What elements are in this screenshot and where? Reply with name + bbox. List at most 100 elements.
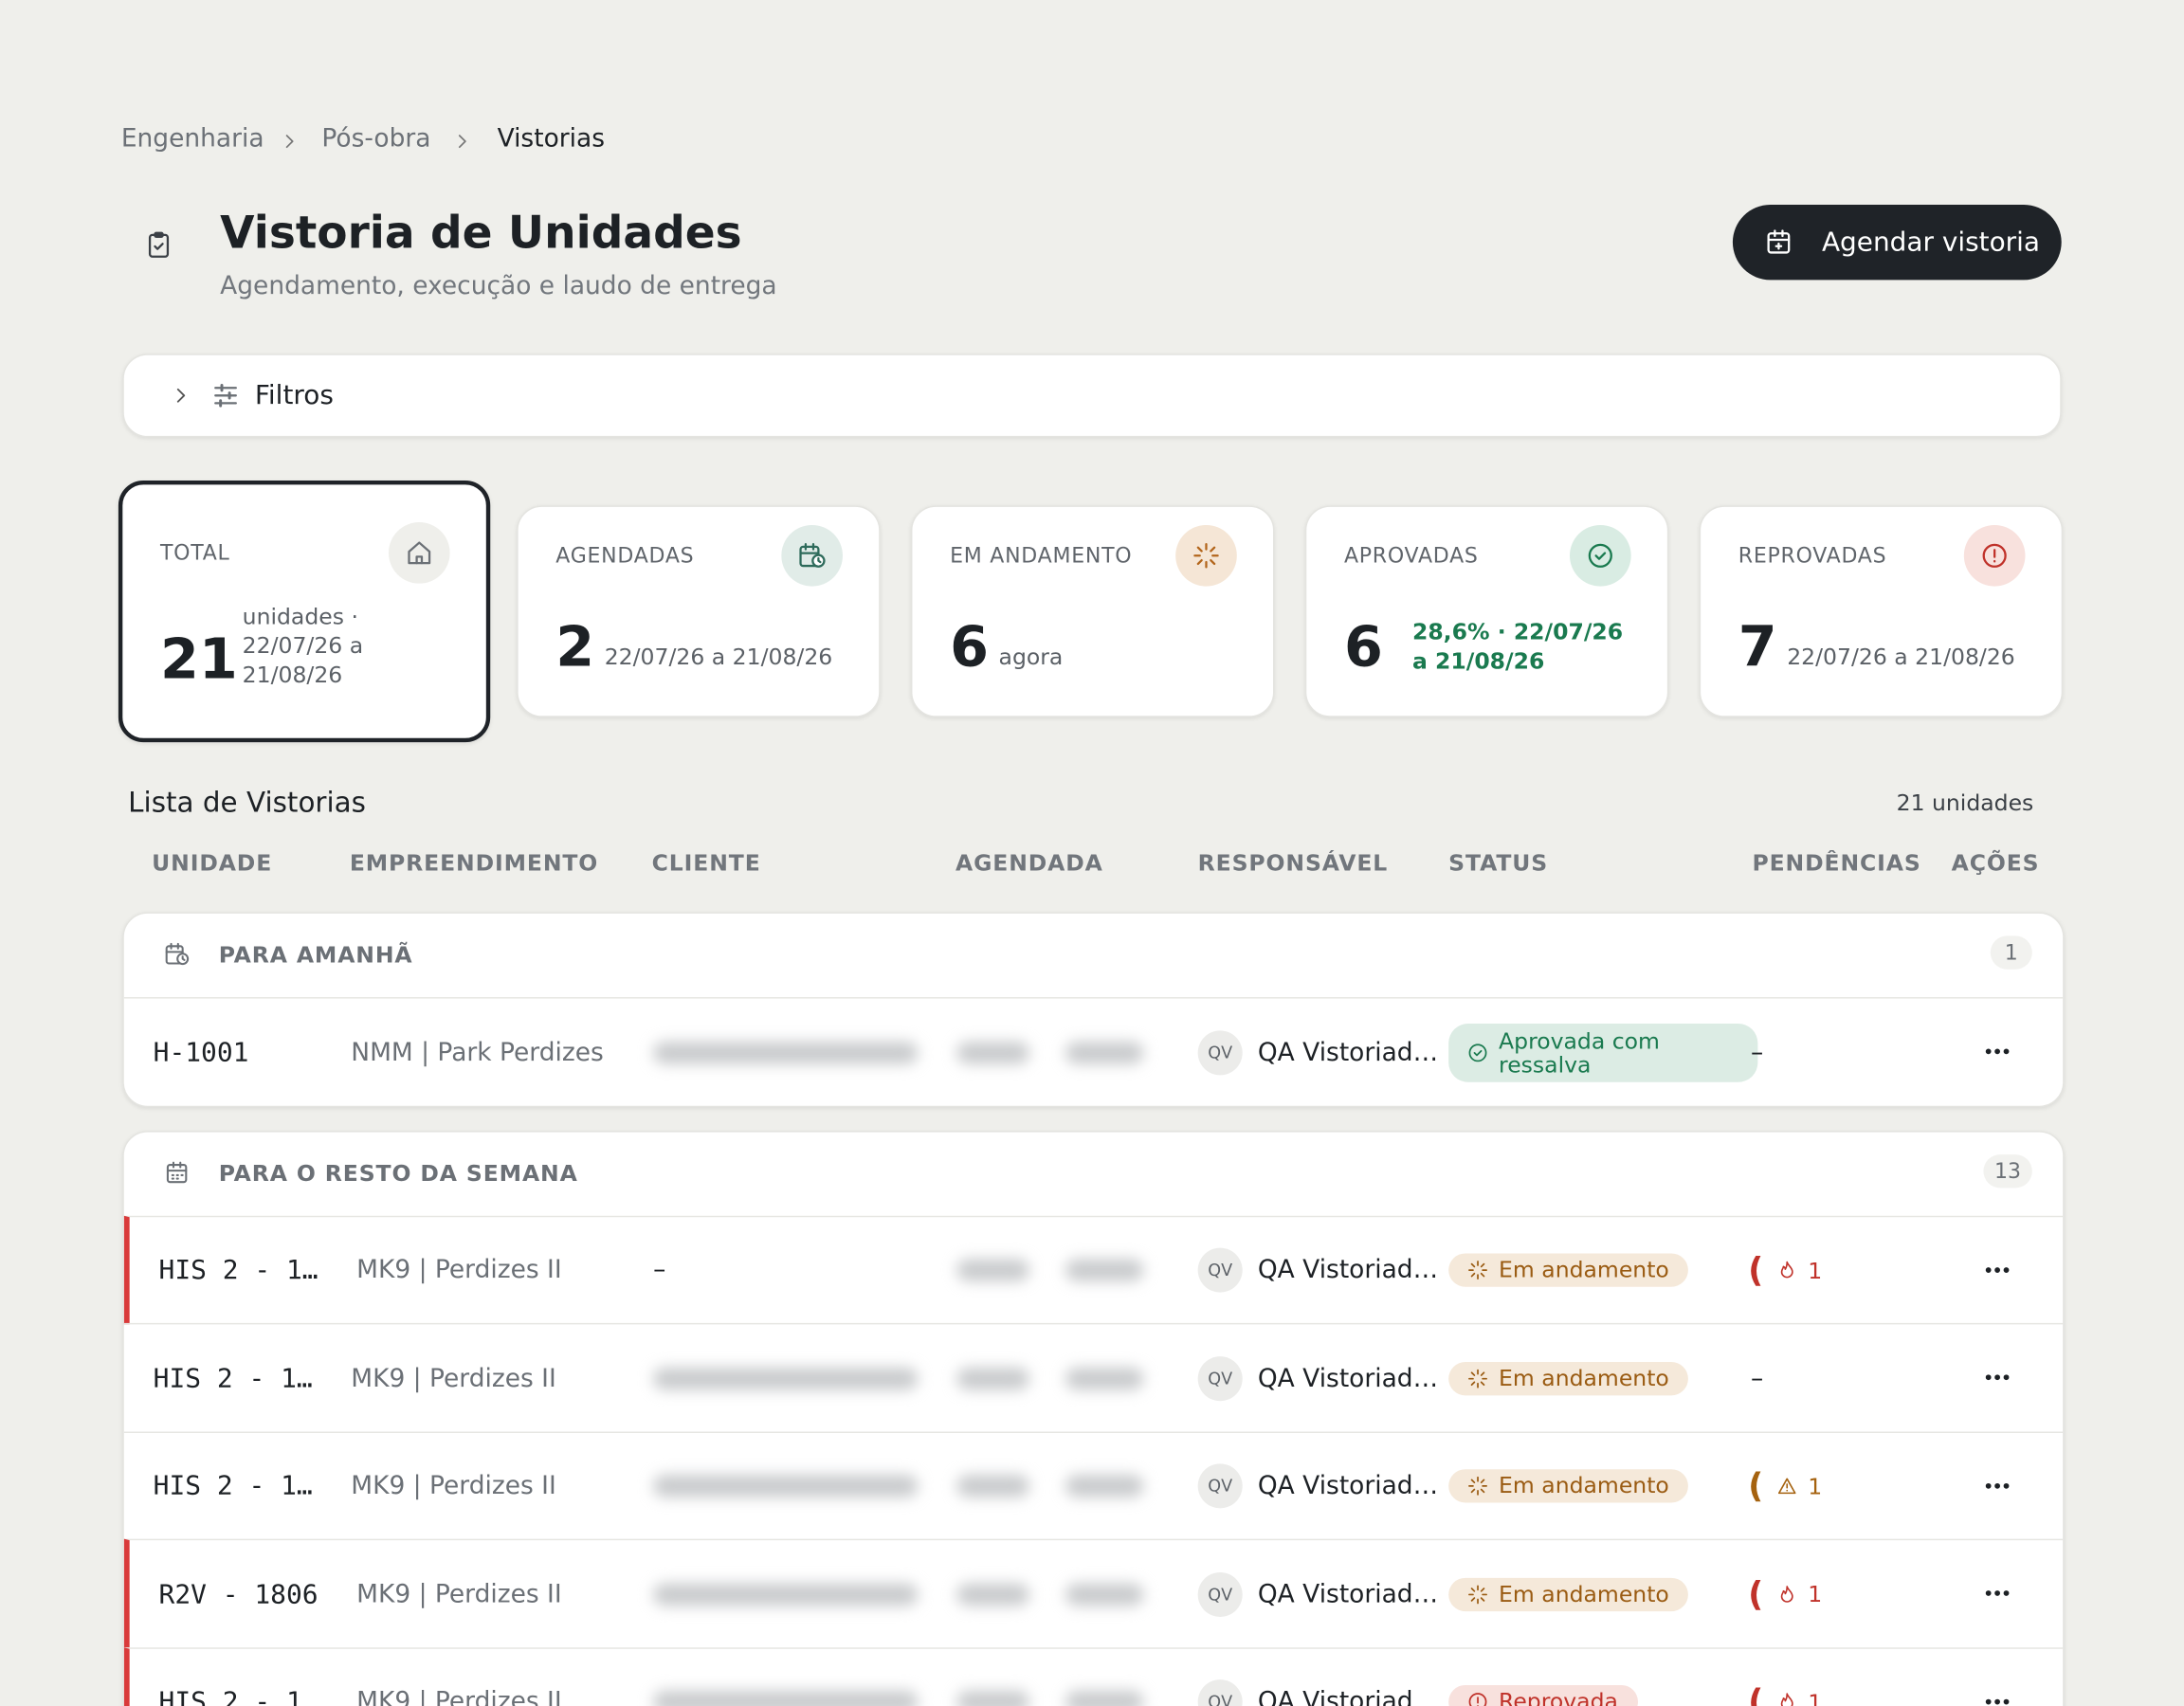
column-header: EMPREENDIMENTO <box>349 849 599 877</box>
stat-value: 6 <box>1343 615 1383 681</box>
time-blur <box>1065 1475 1144 1497</box>
stat-note: 22/07/26 a 21/08/26 <box>604 643 833 670</box>
avatar: QV <box>1197 1247 1243 1293</box>
breadcrumb-separator-svg <box>285 135 294 149</box>
unit-cell: HIS 2 - 1… <box>153 1362 313 1394</box>
row-actions-svg <box>1985 1590 2010 1596</box>
status-icon-svg <box>1468 1369 1487 1388</box>
pending-icon-svg <box>1780 1261 1793 1279</box>
stat-card[interactable]: TOTAL 21 unidades · 22/07/26 a 21/08/26 <box>118 480 491 743</box>
stat-value: 21 <box>159 627 238 693</box>
time-blur <box>1065 1582 1144 1606</box>
date-blur <box>956 1582 1029 1606</box>
pending-count: 1 <box>1808 1472 1823 1499</box>
status-pill: Em andamento <box>1448 1469 1689 1503</box>
status-icon <box>1466 1583 1489 1606</box>
row-actions[interactable] <box>1982 1578 2012 1614</box>
status-icon-svg <box>1468 1693 1487 1706</box>
group-icon-svg <box>166 1160 188 1183</box>
status-icon <box>1466 1690 1489 1706</box>
stat-label: APROVADAS <box>1343 543 1479 569</box>
stat-label: TOTAL <box>159 540 230 566</box>
status-pill: Em andamento <box>1448 1253 1689 1287</box>
row-actions-svg <box>1985 1266 2010 1273</box>
breadcrumb-separator <box>279 130 301 157</box>
responsible-cell: QA Vistoriad… <box>1257 1037 1439 1067</box>
client-blur <box>653 1367 919 1389</box>
stat-icon-svg <box>1979 540 2010 571</box>
row-actions-svg <box>1985 1482 2010 1488</box>
table-row[interactable]: H-1001 NMM | Park Perdizes QV QA Vistoriad…… <box>123 997 2064 1105</box>
breadcrumb-separator-svg <box>458 135 466 149</box>
stat-card[interactable]: EM ANDAMENTO 6 agora <box>910 505 1275 717</box>
stat-icon <box>1570 524 1631 587</box>
pending-icon <box>1776 1691 1798 1706</box>
page-subtitle: Agendamento, execução e laudo de entrega <box>220 271 777 301</box>
breadcrumb-item[interactable]: Engenharia <box>120 123 264 154</box>
time-blur <box>1065 1367 1144 1389</box>
unit-cell: HIS 2 - 1 <box>158 1686 302 1706</box>
stat-icon <box>781 524 843 587</box>
schedule-icon-svg <box>1767 229 1791 254</box>
stat-value: 6 <box>950 615 990 681</box>
unit-cell: H-1001 <box>153 1036 249 1068</box>
group-icon-svg <box>165 942 190 966</box>
group-card: PARA AMANHÃ 1 H-1001 NMM | Park Perdizes QV Q… <box>122 912 2065 1107</box>
row-actions[interactable] <box>1982 1470 2012 1506</box>
table-row[interactable]: HIS 2 - 1… MK9 | Perdizes II QV QA Vistoria… <box>123 1322 2064 1432</box>
pending-badge: (1 <box>1748 1251 1822 1290</box>
date-blur <box>956 1041 1029 1063</box>
pending-badge: (1 <box>1748 1574 1822 1613</box>
client-blur <box>653 1582 919 1606</box>
schedule-label: Agendar vistoria <box>1821 227 2041 258</box>
unit-cell: HIS 2 - 1… <box>158 1254 318 1286</box>
row-actions[interactable] <box>1982 1362 2012 1398</box>
project-cell: MK9 | Perdizes II <box>356 1687 562 1706</box>
column-header: RESPONSÁVEL <box>1197 849 1389 877</box>
responsible-cell: QA Vistoriad… <box>1257 1687 1439 1706</box>
column-header: AGENDADA <box>956 849 1103 877</box>
stat-icon-svg <box>404 537 434 568</box>
stat-card[interactable]: APROVADAS 6 28,6% · 22/07/26 a 21/08/26 <box>1304 505 1669 717</box>
pending-bracket: ( <box>1748 1574 1764 1614</box>
row-actions[interactable] <box>1982 1686 2012 1706</box>
status-text: Em andamento <box>1499 1580 1669 1606</box>
group-label: PARA AMANHÃ <box>218 941 413 969</box>
filters-bar[interactable]: Filtros <box>122 354 2062 438</box>
table-row[interactable]: HIS 2 - 1 MK9 | Perdizes II QV QA Vistoriad… <box>123 1646 2064 1706</box>
group-icon <box>163 1158 191 1190</box>
table-row[interactable]: HIS 2 - 1… MK9 | Perdizes II – QV QA Vistori… <box>123 1215 2064 1324</box>
stat-icon <box>1963 524 2026 587</box>
stat-note: agora <box>998 643 1064 670</box>
status-pill: Em andamento <box>1448 1361 1689 1395</box>
breadcrumb-item: Vistorias <box>497 123 605 154</box>
stat-note: 22/07/26 a 21/08/26 <box>1787 643 2015 670</box>
pending-cell: – <box>1751 1363 1764 1393</box>
stat-value: 2 <box>555 615 595 681</box>
row-actions[interactable] <box>1982 1254 2012 1290</box>
date-blur <box>956 1259 1029 1281</box>
stat-label: REPROVADAS <box>1738 543 1887 569</box>
stat-icon-svg-svg <box>1588 543 1612 568</box>
pending-icon-svg <box>1777 1478 1796 1495</box>
schedule-icon <box>1763 227 1793 258</box>
column-header: CLIENTE <box>651 849 761 877</box>
client-cell: – <box>653 1255 666 1285</box>
status-icon-svg <box>1468 1043 1487 1062</box>
row-actions[interactable] <box>1982 1036 2012 1072</box>
table-row[interactable]: R2V - 1806 MK9 | Perdizes II QV QA Vistoria… <box>123 1538 2064 1648</box>
stat-icon-svg-svg <box>1193 543 1219 569</box>
breadcrumb-item[interactable]: Pós-obra <box>321 123 431 154</box>
column-header: STATUS <box>1448 849 1549 877</box>
schedule-button[interactable]: Agendar vistoria <box>1732 205 2062 281</box>
stat-card[interactable]: AGENDADAS 2 22/07/26 a 21/08/26 <box>517 505 881 717</box>
list-count: 21 unidades <box>1896 789 2034 817</box>
group-label: PARA O RESTO DA SEMANA <box>218 1159 578 1187</box>
status-pill: Em andamento <box>1448 1577 1689 1611</box>
stat-card[interactable]: REPROVADAS 7 22/07/26 a 21/08/26 <box>1699 505 2064 717</box>
group-count: 13 <box>1983 1153 2032 1188</box>
table-row[interactable]: HIS 2 - 1… MK9 | Perdizes II QV QA Vistoria… <box>123 1430 2064 1540</box>
column-header: PENDÊNCIAS <box>1752 849 1921 877</box>
client-blur <box>653 1690 919 1706</box>
